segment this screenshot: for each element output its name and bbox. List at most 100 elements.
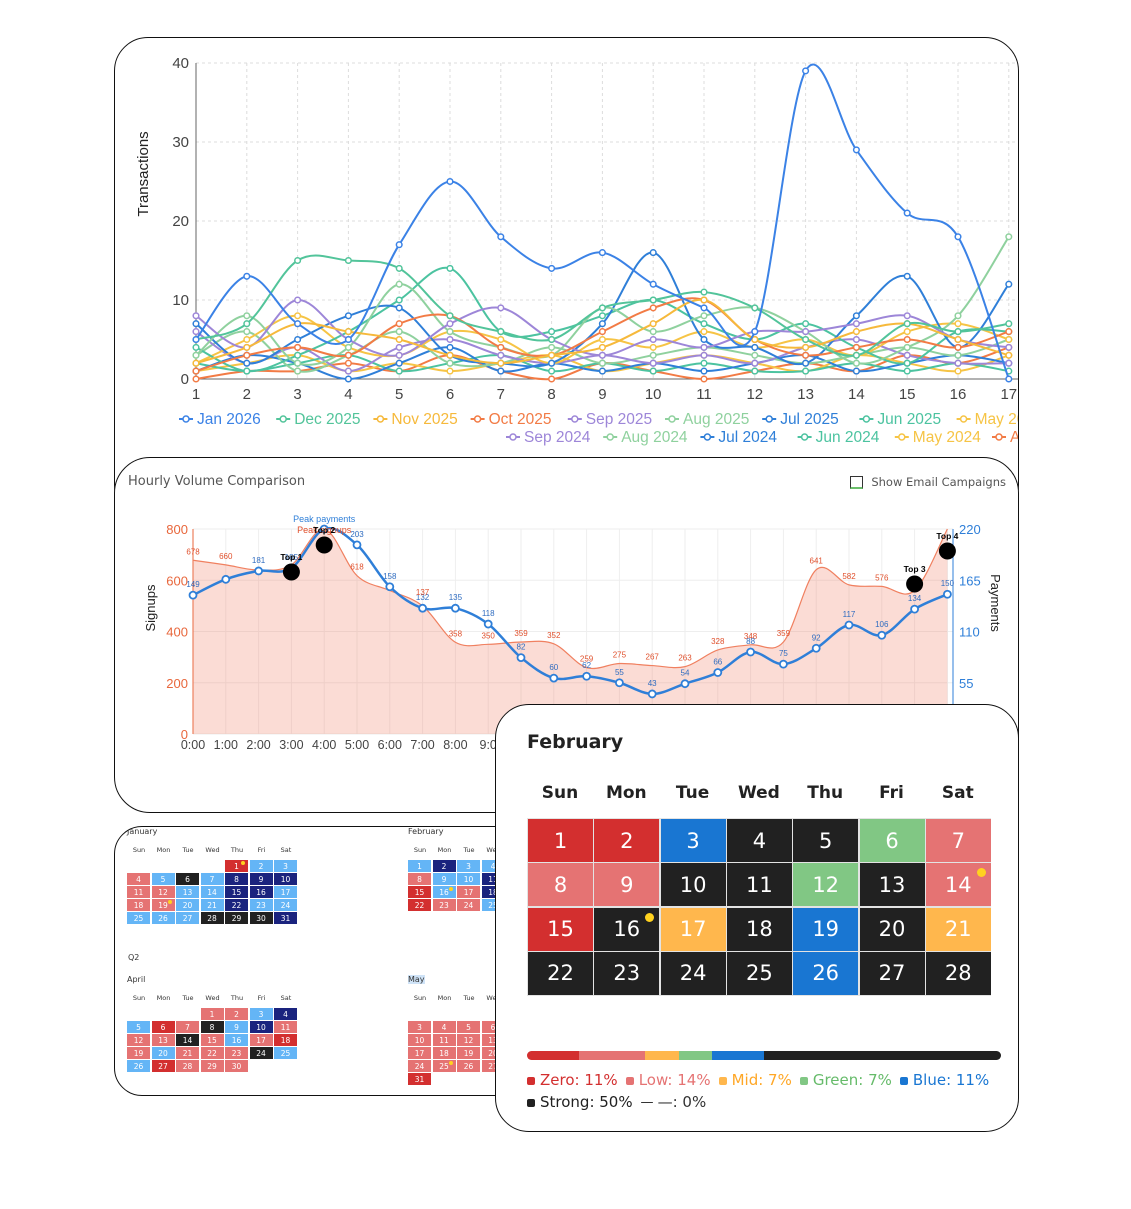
mini-day-cell[interactable]: 27	[176, 912, 199, 924]
mini-day-cell[interactable]: 26	[127, 1060, 150, 1072]
mini-day-cell[interactable]: 2	[249, 860, 273, 872]
calendar-day-cell[interactable]: 4	[726, 819, 792, 862]
mini-day-cell[interactable]: 5	[151, 873, 175, 885]
mini-day-cell[interactable]: 13	[176, 886, 199, 898]
mini-day-cell[interactable]: 18	[127, 899, 150, 911]
mini-day-cell[interactable]: 14	[200, 886, 224, 898]
mini-day-cell[interactable]: 21	[176, 1047, 199, 1059]
checkbox[interactable]	[850, 475, 864, 489]
mini-day-cell[interactable]: 23	[225, 1047, 248, 1059]
calendar-day-cell[interactable]: 15	[528, 907, 593, 951]
mini-day-cell[interactable]: 10	[274, 873, 297, 885]
mini-day-cell[interactable]: 10	[249, 1021, 273, 1033]
mini-day-cell[interactable]: 19	[151, 899, 175, 911]
mini-day-cell[interactable]: 11	[432, 1034, 456, 1046]
calendar-day-cell[interactable]: 12	[793, 863, 859, 907]
calendar-day-cell[interactable]: 6	[859, 819, 925, 862]
mini-day-cell[interactable]: 1	[225, 860, 248, 872]
mini-day-cell[interactable]: 25	[432, 1060, 456, 1072]
mini-day-cell[interactable]: 17	[408, 1047, 431, 1059]
mini-day-cell[interactable]: 7	[200, 873, 224, 885]
calendar-day-cell[interactable]: 11	[726, 863, 792, 907]
mini-day-cell[interactable]: 16	[225, 1034, 248, 1046]
calendar-day-cell[interactable]: 21	[925, 907, 991, 951]
mini-day-cell[interactable]: 15	[408, 886, 431, 898]
mini-day-cell[interactable]: 4	[274, 1008, 297, 1020]
calendar-day-cell[interactable]: 10	[660, 863, 726, 907]
mini-day-cell[interactable]: 13	[151, 1034, 175, 1046]
mini-day-cell[interactable]: 12	[457, 1034, 480, 1046]
calendar-day-cell[interactable]: 26	[793, 951, 859, 995]
mini-day-cell[interactable]: 29	[225, 912, 248, 924]
mini-day-cell[interactable]: 5	[457, 1021, 480, 1033]
calendar-day-cell[interactable]: 23	[594, 951, 660, 995]
mini-day-cell[interactable]: 26	[457, 1060, 480, 1072]
mini-day-cell[interactable]: 18	[432, 1047, 456, 1059]
mini-day-cell[interactable]: 3	[274, 860, 297, 872]
mini-day-cell[interactable]: 24	[274, 899, 297, 911]
mini-day-cell[interactable]: 2	[432, 860, 456, 872]
mini-day-cell[interactable]: 9	[249, 873, 273, 885]
mini-day-cell[interactable]: 20	[176, 899, 199, 911]
mini-day-cell[interactable]: 7	[176, 1021, 199, 1033]
calendar-day-cell[interactable]: 7	[925, 819, 991, 862]
calendar-day-cell[interactable]: 5	[793, 819, 859, 862]
mini-day-cell[interactable]: 9	[432, 873, 456, 885]
mini-day-cell[interactable]: 27	[151, 1060, 175, 1072]
calendar-day-cell[interactable]: 27	[859, 951, 925, 995]
mini-day-cell[interactable]: 19	[457, 1047, 480, 1059]
mini-day-cell[interactable]: 26	[151, 912, 175, 924]
mini-day-cell[interactable]: 21	[200, 899, 224, 911]
mini-day-cell[interactable]: 12	[151, 886, 175, 898]
mini-day-cell[interactable]: 22	[200, 1047, 224, 1059]
mini-day-cell[interactable]: 11	[127, 886, 150, 898]
mini-day-cell[interactable]: 28	[176, 1060, 199, 1072]
mini-day-cell[interactable]: 16	[249, 886, 273, 898]
mini-day-cell[interactable]: 3	[249, 1008, 273, 1020]
mini-day-cell[interactable]: 2	[225, 1008, 248, 1020]
mini-day-cell[interactable]: 23	[249, 899, 273, 911]
mini-day-cell[interactable]: 31	[274, 912, 297, 924]
calendar-day-cell[interactable]: 13	[859, 863, 925, 907]
mini-day-cell[interactable]: 8	[225, 873, 248, 885]
mini-day-cell[interactable]: 28	[200, 912, 224, 924]
mini-day-cell[interactable]: 11	[274, 1021, 297, 1033]
mini-day-cell[interactable]: 16	[432, 886, 456, 898]
mini-day-cell[interactable]: 12	[127, 1034, 150, 1046]
calendar-day-cell[interactable]: 25	[726, 951, 792, 995]
calendar-day-cell[interactable]: 24	[660, 951, 726, 995]
mini-day-cell[interactable]: 8	[200, 1021, 224, 1033]
calendar-day-cell[interactable]: 19	[793, 907, 859, 951]
calendar-day-cell[interactable]: 3	[660, 819, 726, 862]
mini-day-cell[interactable]: 25	[274, 1047, 297, 1059]
calendar-day-cell[interactable]: 8	[528, 863, 593, 907]
mini-day-cell[interactable]: 15	[225, 886, 248, 898]
mini-day-cell[interactable]: 24	[457, 899, 480, 911]
mini-day-cell[interactable]: 19	[127, 1047, 150, 1059]
calendar-day-cell[interactable]: 17	[660, 907, 726, 951]
mini-day-cell[interactable]: 18	[274, 1034, 297, 1046]
mini-day-cell[interactable]: 6	[176, 873, 199, 885]
mini-day-cell[interactable]: 10	[457, 873, 480, 885]
calendar-day-cell[interactable]: 20	[859, 907, 925, 951]
show-email-campaigns-toggle[interactable]: Show Email Campaigns	[850, 475, 1006, 489]
calendar-day-cell[interactable]: 16	[594, 907, 660, 951]
mini-day-cell[interactable]: 22	[225, 899, 248, 911]
calendar-day-cell[interactable]: 1	[528, 819, 593, 862]
mini-day-cell[interactable]: 25	[127, 912, 150, 924]
mini-day-cell[interactable]: 4	[432, 1021, 456, 1033]
mini-day-cell[interactable]: 6	[151, 1021, 175, 1033]
mini-day-cell[interactable]: 17	[249, 1034, 273, 1046]
mini-day-cell[interactable]: 5	[127, 1021, 150, 1033]
calendar-day-cell[interactable]: 2	[594, 819, 660, 862]
calendar-day-cell[interactable]: 9	[594, 863, 660, 907]
calendar-day-cell[interactable]: 22	[528, 951, 593, 995]
mini-day-cell[interactable]: 8	[408, 873, 431, 885]
mini-day-cell[interactable]: 24	[408, 1060, 431, 1072]
mini-day-cell[interactable]: 10	[408, 1034, 431, 1046]
mini-day-cell[interactable]: 29	[200, 1060, 224, 1072]
mini-day-cell[interactable]: 3	[457, 860, 480, 872]
mini-day-cell[interactable]: 1	[408, 860, 431, 872]
calendar-day-cell[interactable]: 18	[726, 907, 792, 951]
mini-day-cell[interactable]: 3	[408, 1021, 431, 1033]
